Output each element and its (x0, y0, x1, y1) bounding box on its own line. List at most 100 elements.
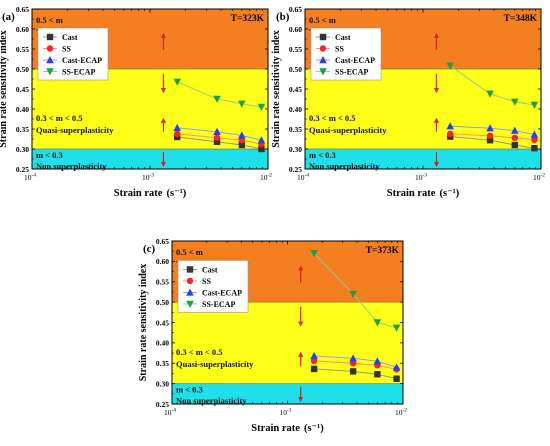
x-tick-label: 10-2 (260, 173, 272, 183)
panel-label: (c) (143, 243, 156, 255)
y-tick-label: 0.60 (156, 257, 169, 266)
region-label: 0.5 < m (36, 15, 63, 25)
x-tick-exponent: -2 (267, 173, 272, 179)
panel-label: (a) (2, 11, 15, 23)
data-point (446, 130, 454, 137)
x-axis-label-main: Strain rate (387, 188, 436, 199)
region-label: m < 0.3 (36, 150, 63, 160)
x-axis-label: Strain rate (s⁻¹) (251, 423, 324, 434)
series-line (450, 125, 535, 136)
series-line (177, 136, 262, 150)
data-point (213, 127, 221, 135)
x-tick-base: 10 (415, 173, 423, 182)
data-point (511, 126, 519, 134)
legend-label: Cast (335, 33, 351, 42)
region-label: m < 0.3 (309, 150, 336, 160)
data-point (238, 100, 246, 108)
x-tick-exponent: -4 (31, 173, 36, 179)
arrow-head (160, 117, 167, 123)
arrow-head (298, 265, 304, 271)
legend-label: SS (202, 277, 211, 286)
x-tick-base: 10 (533, 173, 541, 182)
x-tick-exponent: -2 (402, 408, 407, 414)
data-point (511, 134, 519, 141)
x-axis-label: Strain rate (s⁻¹) (114, 188, 187, 199)
x-tick-exponent: -2 (540, 173, 545, 179)
data-point (486, 137, 494, 144)
data-point (238, 131, 246, 139)
legend-marker (186, 300, 194, 308)
legend-marker (319, 33, 327, 41)
legend-marker (186, 266, 194, 273)
y-tick-label: 0.35 (289, 125, 302, 134)
data-point (310, 365, 318, 373)
region-label: 0.3 < m < 0.5 (36, 113, 83, 123)
data-point (373, 357, 382, 365)
y-tick-label: 0.30 (289, 145, 302, 154)
data-point (349, 354, 357, 362)
x-tick-base: 10 (164, 408, 172, 417)
arrow-head (298, 351, 304, 357)
arrow-head (298, 396, 304, 402)
x-tick-base: 10 (260, 173, 268, 182)
data-point (257, 103, 266, 111)
y-tick-label: 0.45 (156, 318, 169, 327)
y-tick-label: 0.65 (16, 5, 29, 14)
region-label: m < 0.3 (176, 385, 203, 395)
x-tick-exponent: -3 (287, 408, 292, 414)
y-tick-label: 0.60 (16, 25, 29, 34)
x-tick-label: 10-2 (395, 408, 407, 418)
arrow-head (433, 117, 440, 123)
arrow-head (160, 33, 167, 38)
legend-marker (319, 45, 327, 52)
data-point (349, 290, 357, 298)
region-label: Quasi-superplasticity (176, 359, 254, 369)
x-axis-label-unit: (s⁻¹) (166, 188, 186, 199)
x-tick-base: 10 (395, 408, 403, 417)
y-tick-label: 0.25 (156, 400, 169, 409)
data-point (511, 141, 519, 149)
data-point (446, 62, 454, 70)
y-tick-label: 0.40 (289, 105, 302, 114)
series-line (313, 252, 397, 329)
data-point (446, 122, 454, 130)
x-tick-exponent: -3 (422, 173, 427, 179)
legend-label: Cast (202, 265, 218, 274)
data-point (373, 319, 382, 327)
series-line (449, 65, 535, 106)
x-axis-label-main: Strain rate (114, 188, 163, 199)
legend-marker (186, 288, 194, 296)
x-tick-exponent: -4 (171, 408, 176, 414)
series-line (177, 81, 262, 108)
data-point (213, 95, 221, 103)
y-axis-label: Strain rate sensitivity index (0, 30, 9, 148)
legend-label: Cast (62, 33, 78, 42)
y-tick-label: 0.25 (289, 165, 302, 174)
y-tick-label: 0.55 (16, 45, 29, 54)
y-tick-label: 0.40 (156, 339, 169, 348)
data-point (531, 136, 538, 143)
data-point (213, 138, 221, 145)
y-tick-label: 0.50 (289, 65, 302, 74)
temperature-label: T=348K (504, 14, 538, 24)
data-point (392, 363, 401, 371)
x-axis-label-unit: (s⁻¹) (304, 423, 324, 434)
y-tick-label: 0.50 (16, 65, 29, 74)
x-tick-label: 10-4 (297, 173, 309, 183)
data-point (310, 357, 318, 365)
series-line (177, 127, 262, 141)
y-tick-label: 0.45 (16, 85, 29, 94)
legend-label: SS-ECAP (335, 68, 368, 77)
region-label: Non superplasticity (176, 396, 247, 406)
legend-label: Cast-ECAP (202, 288, 242, 297)
series-line (314, 368, 397, 380)
region-label: Quasi-superplasticity (309, 125, 387, 135)
legend-label: SS (62, 45, 71, 54)
y-axis-label: Strain rate sensitivity index (271, 30, 282, 148)
temperature-label: T=373K (366, 246, 400, 256)
legend-marker (186, 277, 194, 285)
y-tick-label: 0.35 (156, 359, 169, 368)
legend-label: SS (335, 45, 344, 54)
data-point (173, 123, 181, 131)
